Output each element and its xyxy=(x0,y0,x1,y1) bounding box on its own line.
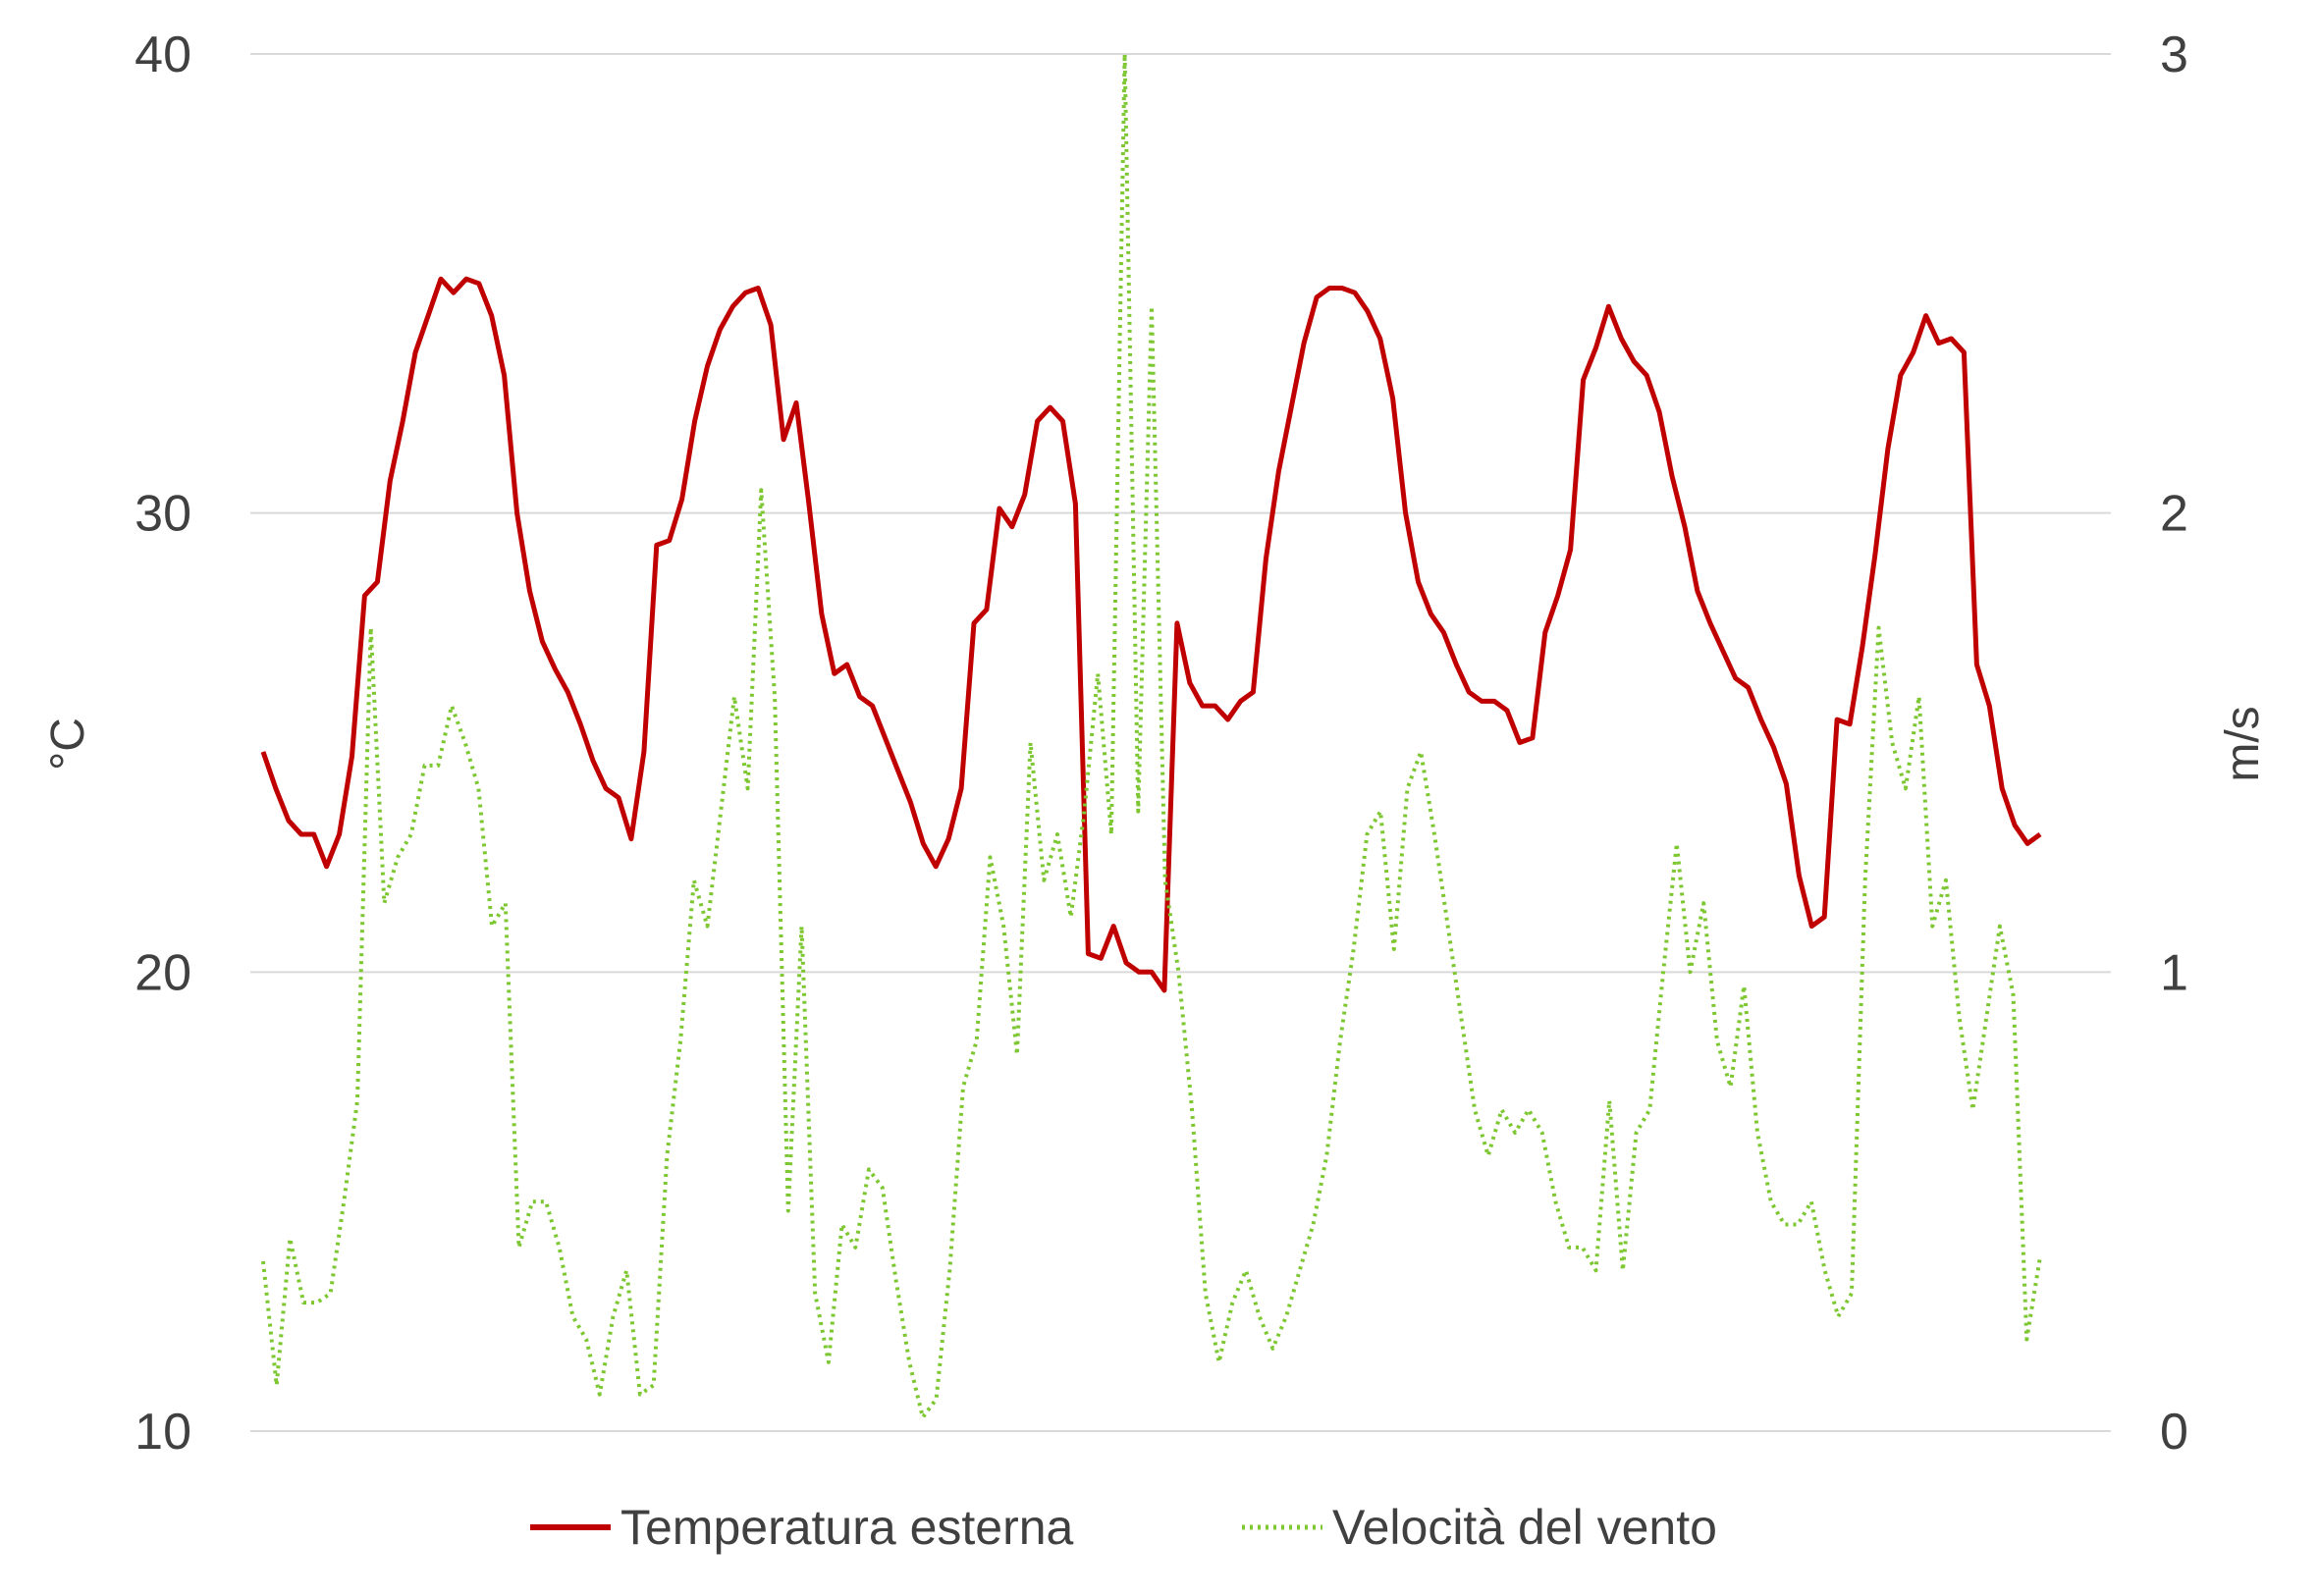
series-line-temperatura-esterna xyxy=(260,276,2042,993)
legend-label-temperatura: Temperatura esterna xyxy=(620,1500,1074,1555)
y-tick-right-label: 1 xyxy=(2160,944,2188,1001)
y-tick-right-label: 3 xyxy=(2160,27,2188,83)
y-tick-right-label: 0 xyxy=(2160,1404,2188,1461)
y-tick-right-label: 2 xyxy=(2160,486,2188,543)
series-lines xyxy=(260,52,2042,1419)
y-tick-left-label: 40 xyxy=(135,27,191,83)
series-line-velocita-del-vento xyxy=(261,52,2042,1419)
y-axis-right-label: m/s xyxy=(2217,706,2269,781)
y-axis-left-label: °C xyxy=(42,718,94,771)
y-axis-left-ticks: 10 20 30 40 xyxy=(135,27,191,1461)
y-axis-right-ticks: 0 1 2 3 xyxy=(2160,27,2188,1461)
gridlines xyxy=(250,53,2111,1432)
y-tick-left-label: 10 xyxy=(135,1404,191,1461)
legend: Temperatura esterna Velocità del vento xyxy=(530,1500,1717,1555)
y-tick-left-label: 30 xyxy=(135,486,191,543)
legend-label-velocita: Velocità del vento xyxy=(1332,1500,1717,1555)
y-tick-left-label: 20 xyxy=(135,944,191,1001)
